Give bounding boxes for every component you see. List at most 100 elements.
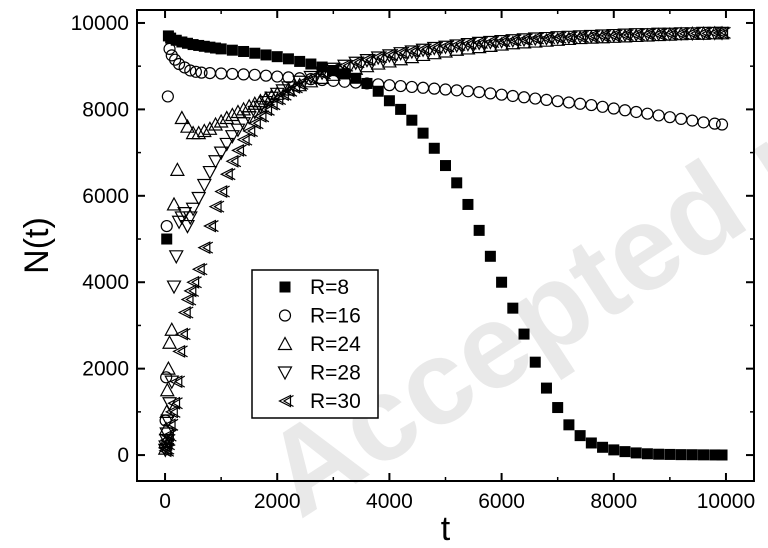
- data-point: [652, 109, 665, 122]
- data-point: [208, 155, 224, 169]
- data-point: [641, 448, 653, 460]
- data-point: [210, 42, 222, 54]
- data-point: [168, 250, 184, 265]
- data-point: [494, 34, 511, 48]
- data-point: [304, 71, 320, 85]
- data-point: [664, 448, 676, 460]
- data-point: [417, 127, 429, 139]
- data-point: [236, 117, 252, 131]
- data-point: [405, 44, 421, 58]
- data-point: [161, 90, 174, 103]
- data-point: [617, 28, 633, 43]
- data-point: [696, 26, 712, 41]
- data-point: [619, 446, 631, 458]
- data-point: [585, 437, 597, 449]
- data-point: [415, 47, 431, 62]
- data-point: [708, 117, 721, 130]
- data-point: [562, 96, 576, 109]
- data-point: [160, 360, 176, 375]
- y-axis-title: N(t): [18, 217, 56, 274]
- data-point: [607, 102, 620, 115]
- data-point: [325, 67, 341, 81]
- data-point: [597, 441, 609, 453]
- data-point: [348, 61, 364, 75]
- data-point: [428, 142, 440, 154]
- data-point: [249, 47, 261, 59]
- data-point: [197, 241, 214, 255]
- data-point: [174, 110, 190, 125]
- data-point: [292, 77, 309, 91]
- data-point: [160, 371, 173, 384]
- data-point: [416, 81, 430, 94]
- data-point: [177, 206, 193, 221]
- data-point: [350, 72, 362, 84]
- y-tick-label: 2000: [82, 358, 129, 381]
- data-point: [686, 114, 699, 127]
- data-point: [208, 116, 224, 131]
- data-point: [183, 284, 200, 298]
- data-point: [371, 50, 387, 64]
- data-point: [169, 53, 182, 66]
- data-point: [482, 38, 498, 52]
- data-point: [182, 211, 198, 226]
- legend-label: R=8: [310, 276, 349, 299]
- series-r-30: [158, 26, 731, 458]
- data-point: [282, 53, 294, 65]
- data-point: [449, 38, 466, 52]
- data-point: [406, 114, 418, 126]
- data-point: [214, 185, 230, 198]
- x-tick-label: 4000: [366, 490, 413, 513]
- data-point: [294, 55, 306, 67]
- data-point: [164, 322, 180, 336]
- data-point: [213, 146, 229, 161]
- data-point: [198, 40, 210, 52]
- data-point: [203, 66, 217, 80]
- data-point: [164, 405, 181, 419]
- data-point: [238, 45, 250, 57]
- data-point: [226, 44, 238, 56]
- data-point: [225, 154, 242, 168]
- data-point: [176, 36, 188, 48]
- data-point: [518, 328, 530, 340]
- data-point: [226, 67, 239, 81]
- data-point: [167, 396, 183, 410]
- data-point: [404, 49, 420, 64]
- data-point: [260, 49, 272, 61]
- data-point: [242, 124, 258, 138]
- data-point: [517, 91, 531, 104]
- data-point: [337, 64, 353, 78]
- data-point: [219, 167, 236, 181]
- legend-label: R=16: [310, 305, 361, 328]
- data-point: [339, 68, 351, 80]
- data-point: [394, 79, 407, 93]
- data-point: [271, 70, 284, 83]
- data-point: [416, 42, 432, 56]
- data-point: [215, 43, 227, 55]
- data-point: [427, 41, 444, 55]
- legend-marker: [278, 394, 294, 408]
- data-point: [224, 107, 240, 122]
- data-point: [370, 55, 386, 70]
- legend-marker: [277, 336, 293, 351]
- data-point: [675, 449, 687, 461]
- data-point: [241, 111, 257, 125]
- data-point: [236, 101, 252, 116]
- data-point: [203, 219, 219, 233]
- data-point: [462, 198, 474, 210]
- data-point: [325, 62, 341, 77]
- data-point: [382, 48, 399, 62]
- data-point: [484, 87, 497, 100]
- data-point: [630, 447, 642, 459]
- data-point: [383, 79, 396, 92]
- y-tick-label: 10000: [71, 12, 129, 35]
- data-point: [219, 110, 235, 125]
- legend-label: R=30: [310, 390, 361, 413]
- legend: R=8 R=16 R=24 R=28 R=30: [251, 269, 379, 419]
- data-point: [180, 293, 197, 306]
- data-point: [230, 123, 246, 138]
- data-point: [159, 404, 175, 418]
- data-point: [715, 26, 731, 40]
- data-point: [191, 125, 207, 140]
- data-point: [540, 382, 552, 394]
